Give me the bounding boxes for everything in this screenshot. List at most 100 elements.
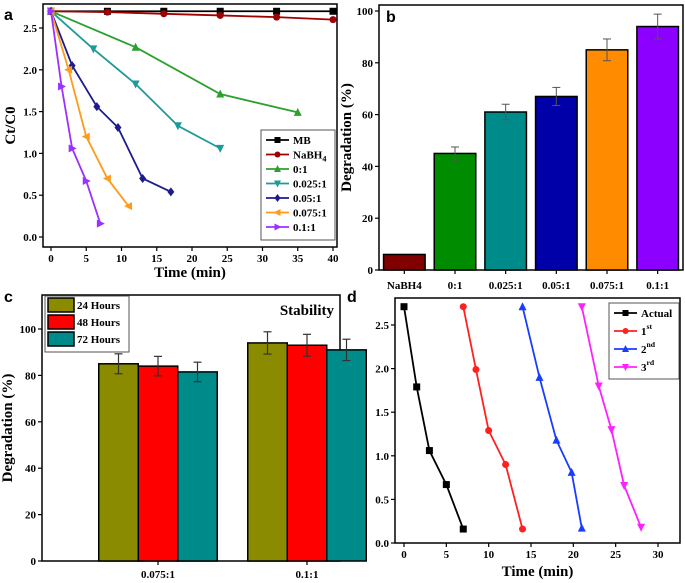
x-tick-label: 0.1:1 [646, 280, 669, 292]
legend-item: 0.075:1 [266, 208, 327, 220]
marker-square [216, 7, 224, 15]
marker-triangle-right [82, 176, 91, 185]
panel-letter: b [386, 9, 396, 26]
x-tick-label: 0 [401, 549, 407, 561]
y-tick-label: 1.0 [375, 451, 389, 463]
marker-triangle-right [96, 219, 105, 228]
x-tick-label: 35 [292, 253, 304, 265]
marker-triangle-down [173, 122, 182, 131]
legend: Actual 1st 2nd 3rd [608, 302, 680, 380]
bar [433, 152, 477, 271]
x-tick-label: 0 [48, 253, 54, 265]
x-tick-label: 30 [257, 253, 269, 265]
panel-d: 0 5 10 15 20 25 30 0.0 0.5 1.0 1.5 2.0 2.5 Time (min)… [347, 289, 681, 580]
y-tick-label: 60 [25, 417, 37, 429]
series-0.025:1 [47, 7, 225, 153]
x-tick-label: 40 [328, 253, 340, 265]
legend-item: 48 Hours [47, 314, 121, 330]
marker-circle [622, 328, 629, 334]
y-tick-label: 80 [25, 370, 37, 382]
marker-triangle-left [81, 132, 90, 141]
series-Actual [400, 303, 467, 533]
marker-diamond [93, 102, 101, 112]
legend-label: 0.05:1 [293, 193, 321, 205]
x-tick-label: 15 [151, 253, 163, 265]
series-line [521, 306, 583, 529]
marker-triangle-left [64, 65, 73, 74]
y-tick-label: 1.5 [375, 407, 389, 419]
x-tick-label: 30 [653, 549, 665, 561]
legend-label: 3rd [641, 358, 655, 374]
marker-circle [160, 10, 168, 18]
y-tick-label: 1.0 [23, 148, 37, 160]
bar-0:1 [433, 146, 477, 271]
marker-triangle-up [274, 165, 281, 172]
marker-square [329, 7, 337, 15]
legend-swatch [47, 314, 75, 330]
legend: 24 Hours 48 Hours 72 Hours [44, 295, 130, 353]
bar [326, 349, 367, 562]
series-2nd [518, 302, 586, 532]
x-tick-label: NaBH4 [387, 280, 422, 292]
marker-triangle-left [273, 209, 281, 216]
marker-circle [459, 303, 467, 311]
plot-frame [42, 3, 338, 248]
legend-item: Actual [614, 308, 672, 320]
legend-item: 0.1:1 [266, 222, 316, 234]
legend-item: 24 Hours [47, 297, 121, 313]
series-line [50, 10, 334, 21]
x-tick-label: 10 [483, 549, 495, 561]
marker-diamond [139, 173, 147, 183]
marker-triangle-down [577, 303, 586, 312]
marker-square [413, 383, 421, 391]
bar-24 Hours-0.075:1 [98, 353, 139, 562]
x-tick-label: 0.025:1 [489, 280, 523, 292]
y-tick-label: 2.5 [375, 320, 389, 332]
series-3rd [577, 303, 646, 532]
panel-letter: c [4, 289, 13, 306]
series-NaBH4 [47, 7, 337, 24]
series-line [50, 10, 172, 193]
marker-triangle-down [274, 180, 281, 188]
marker-triangle-right [68, 144, 77, 153]
y-tick-label: 40 [362, 161, 374, 173]
plot-frame [394, 297, 681, 544]
marker-triangle-right [47, 7, 56, 16]
series-0.05:1 [47, 6, 175, 197]
bar [484, 111, 528, 271]
marker-triangle-left [102, 174, 111, 183]
legend-label: 0:1 [293, 164, 308, 176]
marker-triangle-up [216, 89, 225, 98]
series-0.075:1 [46, 7, 133, 211]
bar-0.1:1 [636, 13, 680, 271]
y-tick-label: 0 [31, 556, 37, 568]
marker-triangle-up [535, 372, 544, 381]
bar-0.025:1 [484, 103, 528, 271]
marker-triangle-up [622, 345, 629, 352]
legend-box [260, 129, 336, 241]
y-axis-label: Degradation (%) [0, 374, 16, 483]
legend-label: NaBH4 [293, 150, 326, 164]
legend-swatch [47, 297, 75, 313]
marker-square [459, 525, 467, 533]
marker-square [442, 481, 450, 489]
bar [177, 371, 218, 562]
marker-triangle-right [274, 223, 282, 231]
marker-triangle-down [620, 481, 629, 490]
x-tick-label: 20 [187, 253, 199, 265]
marker-circle [273, 13, 281, 21]
y-tick-label: 100 [20, 324, 37, 336]
legend-item: 1st [614, 322, 652, 338]
legend-item: 3rd [614, 358, 655, 374]
marker-triangle-up [577, 523, 586, 532]
bar-0.05:1 [534, 86, 578, 271]
marker-circle [216, 11, 224, 19]
marker-triangle-down [637, 523, 646, 532]
marker-circle [519, 525, 527, 533]
series-line [50, 10, 298, 114]
series-0.1:1 [47, 7, 105, 228]
marker-triangle-down [594, 382, 603, 391]
y-tick-label: 0 [368, 265, 374, 277]
bar [98, 363, 139, 562]
